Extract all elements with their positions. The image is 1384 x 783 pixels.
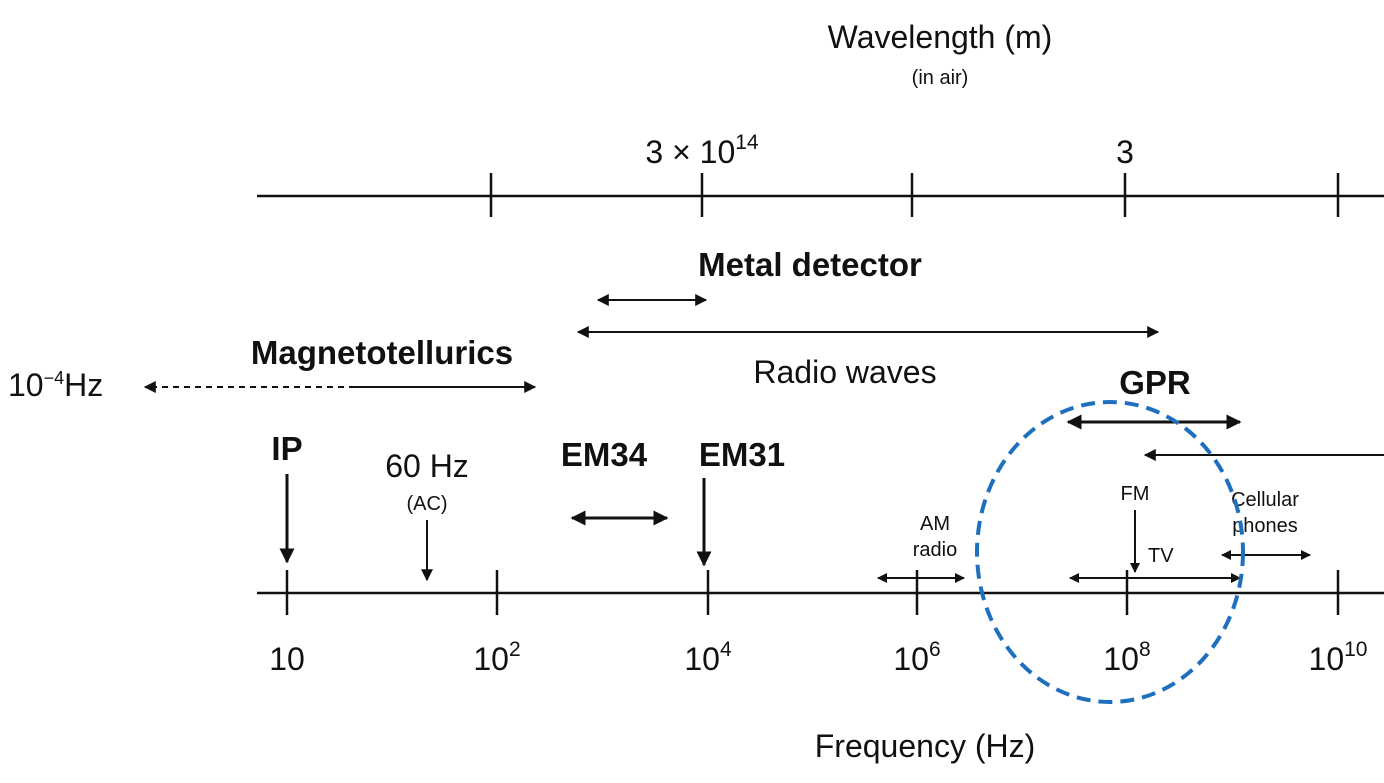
wavelength-title: Wavelength (m) xyxy=(828,19,1053,55)
em34-label: EM34 xyxy=(561,436,648,473)
ip-label: IP xyxy=(271,430,302,467)
frequency-label: 108 xyxy=(1103,638,1150,677)
frequency-label: 10 xyxy=(269,641,305,677)
frequency-labels: 10 102 104 106 108 1010 xyxy=(269,638,1367,677)
am-label: AM xyxy=(920,513,950,535)
cellular-label: Cellular xyxy=(1231,489,1299,511)
highlight-circle xyxy=(975,400,1245,704)
wavelength-axis xyxy=(257,173,1384,217)
wavelength-subtitle: (in air) xyxy=(912,67,969,89)
cellular-label: phones xyxy=(1232,515,1298,537)
radio-waves-label: Radio waves xyxy=(753,354,936,390)
frequency-label: 104 xyxy=(684,638,732,677)
wavelength-label: 3 xyxy=(1116,134,1134,170)
gpr-label: GPR xyxy=(1119,364,1191,401)
frequency-label: 102 xyxy=(473,638,520,677)
metal-detector-label: Metal detector xyxy=(698,246,922,283)
frequency-title: Frequency (Hz) xyxy=(815,728,1036,764)
fm-label: FM xyxy=(1121,483,1150,505)
wavelength-label: 3 × 1014 xyxy=(645,131,759,170)
ac-note: (AC) xyxy=(406,493,447,515)
magnetotellurics-label: Magnetotellurics xyxy=(251,334,513,371)
ac-label: 60 Hz xyxy=(385,448,469,484)
tv-label: TV xyxy=(1148,545,1174,567)
frequency-label: 106 xyxy=(893,638,940,677)
frequency-axis xyxy=(257,570,1384,615)
low-limit-label: 10−4Hz xyxy=(8,367,103,403)
am-label: radio xyxy=(913,539,957,561)
em31-label: EM31 xyxy=(699,436,785,473)
frequency-label: 1010 xyxy=(1309,638,1368,677)
